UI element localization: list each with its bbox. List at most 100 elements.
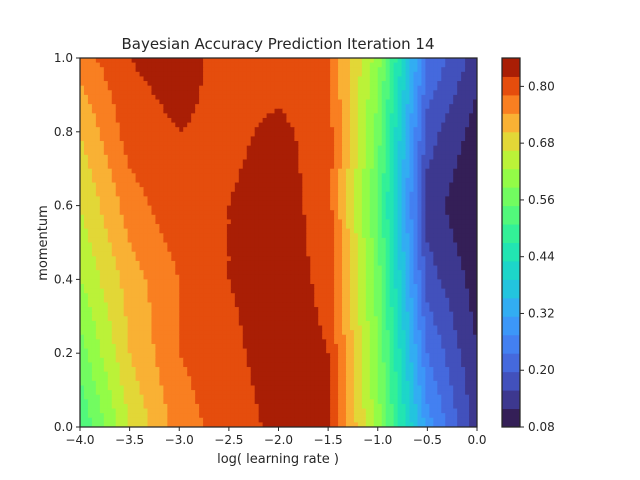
contour-cell	[139, 210, 145, 216]
contour-cell	[302, 113, 307, 119]
contour-cell	[282, 284, 288, 290]
contour-cell	[282, 104, 288, 110]
contour-cell	[230, 90, 236, 96]
contour-cell	[330, 62, 335, 68]
contour-cell	[155, 141, 160, 147]
contour-cell	[107, 71, 113, 78]
contour-cell	[147, 113, 153, 119]
contour-cell	[91, 99, 97, 105]
contour-cell	[413, 159, 419, 165]
contour-cell	[342, 251, 347, 257]
contour-cell	[389, 90, 395, 96]
contour-cell	[258, 117, 264, 124]
contour-cell	[326, 182, 331, 188]
contour-cell	[187, 260, 192, 267]
contour-cell	[326, 210, 331, 216]
contour-cell	[238, 187, 244, 193]
contour-cell	[175, 90, 180, 96]
contour-cell	[91, 67, 97, 73]
contour-cell	[246, 90, 252, 96]
contour-cell	[175, 219, 180, 225]
contour-cell	[171, 76, 176, 82]
contour-cell	[163, 214, 168, 221]
contour-cell	[99, 113, 105, 119]
contour-cell	[211, 228, 216, 234]
contour-cell	[453, 182, 458, 188]
contour-cell	[401, 182, 407, 188]
contour-cell	[302, 76, 307, 82]
contour-cell	[159, 131, 164, 138]
contour-cell	[334, 150, 339, 156]
contour-cell	[397, 99, 403, 105]
contour-cell	[139, 108, 145, 114]
contour-cell	[381, 150, 387, 156]
contour-cell	[143, 90, 149, 96]
contour-cell	[298, 177, 303, 184]
contour-cell	[433, 274, 438, 280]
contour-cell	[361, 187, 367, 193]
contour-cell	[230, 113, 236, 119]
contour-cell	[238, 150, 244, 156]
contour-cell	[330, 159, 335, 165]
contour-cell	[405, 210, 411, 216]
contour-cell	[377, 117, 383, 124]
contour-cell	[345, 113, 351, 119]
contour-cell	[139, 58, 145, 64]
contour-cell	[187, 94, 192, 101]
contour-cell	[345, 256, 351, 262]
contour-cell	[222, 270, 228, 276]
contour-cell	[207, 256, 212, 262]
contour-cell	[286, 187, 292, 193]
contour-cell	[389, 210, 395, 216]
contour-cell	[385, 145, 391, 151]
contour-cell	[183, 104, 188, 110]
contour-cell	[107, 237, 113, 244]
contour-cell	[123, 205, 129, 211]
contour-cell	[238, 210, 244, 216]
contour-cell	[99, 71, 105, 78]
contour-cell	[369, 76, 375, 82]
contour-cell	[373, 108, 379, 114]
contour-cell	[417, 113, 423, 119]
contour-cell	[258, 122, 264, 128]
contour-cell	[151, 205, 157, 211]
contour-cell	[123, 113, 129, 119]
contour-cell	[345, 67, 351, 73]
contour-cell	[242, 210, 248, 216]
contour-cell	[258, 205, 264, 211]
contour-cell	[83, 196, 89, 202]
contour-cell	[437, 127, 442, 133]
contour-cell	[111, 122, 117, 128]
contour-cell	[258, 131, 264, 138]
contour-cell	[214, 237, 220, 244]
contour-cell	[433, 117, 438, 124]
contour-cell	[318, 117, 323, 124]
contour-cell	[393, 233, 399, 239]
contour-cell	[246, 159, 252, 165]
contour-cell	[413, 131, 419, 138]
contour-cell	[465, 247, 470, 253]
contour-cell	[465, 113, 470, 119]
contour-cell	[80, 122, 85, 128]
contour-cell	[159, 154, 164, 161]
contour-cell	[326, 145, 331, 151]
contour-cell	[111, 187, 117, 193]
contour-cell	[199, 136, 204, 142]
contour-cell	[302, 228, 307, 234]
contour-cell	[393, 67, 399, 73]
contour-cell	[397, 94, 403, 101]
contour-cell	[465, 274, 470, 280]
contour-cell	[401, 233, 407, 239]
contour-cell	[230, 159, 236, 165]
contour-cell	[159, 81, 164, 87]
contour-cell	[262, 242, 268, 248]
contour-cell	[87, 224, 93, 230]
contour-cell	[242, 154, 248, 161]
contour-cell	[421, 81, 426, 87]
contour-cell	[314, 247, 319, 253]
contour-cell	[445, 71, 450, 78]
contour-cell	[179, 81, 184, 87]
contour-cell	[258, 242, 264, 248]
contour-cell	[274, 71, 280, 78]
contour-cell	[306, 270, 311, 276]
